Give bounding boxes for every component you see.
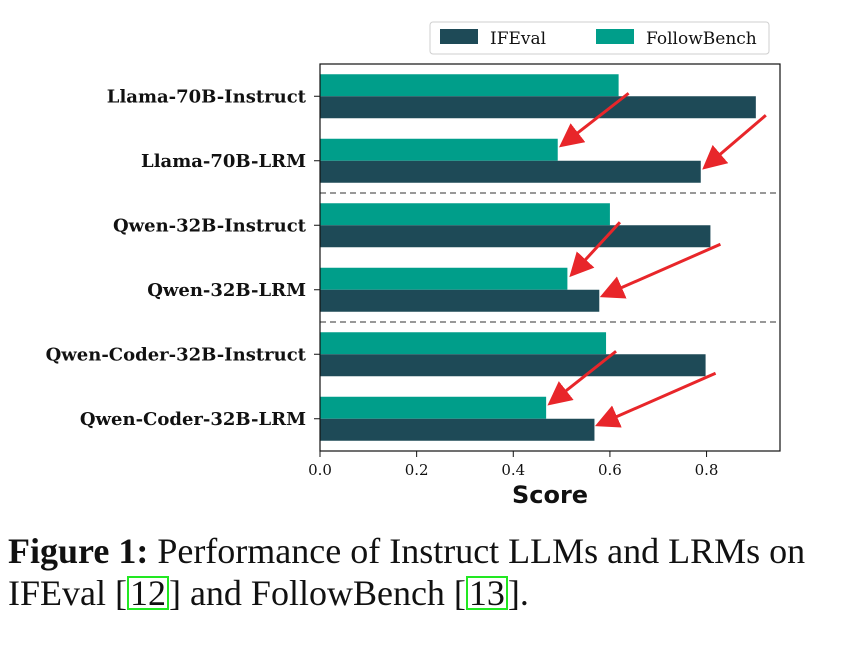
drop-arrow bbox=[599, 242, 722, 299]
bar-followbench-1 bbox=[320, 74, 619, 97]
y-tick-label: Llama-70B-LRM bbox=[141, 151, 306, 172]
caption-text-2: ] and FollowBench [ bbox=[168, 573, 466, 613]
bar-ifeval-5 bbox=[320, 354, 706, 377]
y-tick-label: Qwen-32B-Instruct bbox=[113, 215, 307, 236]
bar-followbench-5 bbox=[320, 332, 607, 355]
citation-link-13[interactable]: 13 bbox=[465, 575, 508, 611]
bar-chart: Llama-70B-Instruct Llama-70B-LRM Qwen-32B-… bbox=[46, 21, 781, 509]
y-tick-label: Llama-70B-Instruct bbox=[107, 86, 307, 107]
bar-ifeval-6 bbox=[320, 418, 595, 441]
bar-followbench-6 bbox=[320, 396, 547, 419]
chart-legend: IFEval FollowBench bbox=[429, 21, 770, 55]
y-tick-label: Qwen-32B-LRM bbox=[147, 280, 306, 301]
x-axis-label: Score bbox=[512, 481, 588, 509]
figure-caption: Figure 1: Performance of Instruct LLMs a… bbox=[8, 530, 848, 614]
legend-swatch-followbench bbox=[596, 29, 634, 44]
drop-arrow bbox=[547, 350, 617, 406]
caption-label: Figure 1: bbox=[8, 531, 149, 571]
bar-followbench-2 bbox=[320, 138, 558, 161]
citation-link-12[interactable]: 12 bbox=[126, 575, 169, 611]
y-tick-label: Qwen-Coder-32B-LRM bbox=[80, 409, 306, 430]
bar-ifeval-2 bbox=[320, 160, 701, 183]
drop-arrow bbox=[569, 221, 622, 278]
bar-followbench-4 bbox=[320, 267, 568, 290]
x-tick-label: 0.2 bbox=[405, 461, 429, 479]
plot-frame bbox=[319, 63, 781, 452]
bar-ifeval-1 bbox=[320, 96, 756, 119]
bar-ifeval-4 bbox=[320, 289, 600, 312]
bar-followbench-3 bbox=[320, 203, 610, 226]
legend-swatch-ifeval bbox=[440, 29, 478, 44]
legend-label-followbench: FollowBench bbox=[646, 29, 757, 49]
y-tick-label: Qwen-Coder-32B-Instruct bbox=[46, 344, 307, 365]
legend-label-ifeval: IFEval bbox=[490, 29, 546, 49]
x-tick-label: 0.4 bbox=[501, 461, 525, 479]
x-tick-label: 0.8 bbox=[695, 461, 719, 479]
drop-arrow bbox=[594, 371, 717, 428]
bar-ifeval-3 bbox=[320, 225, 711, 248]
caption-text-1: Performance of Instruct LLMs and LRMs on… bbox=[8, 531, 806, 613]
drop-arrow bbox=[702, 114, 767, 170]
x-tick-label: 0.0 bbox=[308, 461, 332, 479]
drop-arrow bbox=[558, 92, 630, 148]
x-tick-label: 0.6 bbox=[598, 461, 622, 479]
caption-text-3: ]. bbox=[507, 573, 529, 613]
